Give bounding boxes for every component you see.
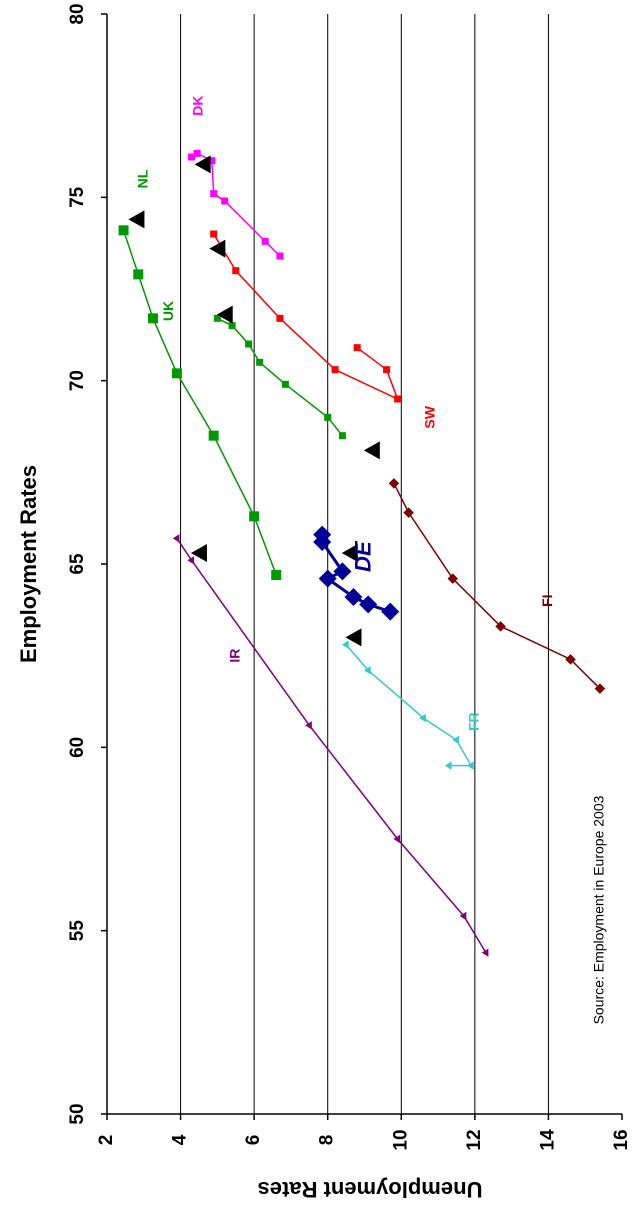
series-line-uk	[217, 317, 344, 437]
series-label-de: DE	[350, 540, 375, 572]
data-point-dk	[276, 252, 284, 260]
data-point-ir	[172, 534, 180, 543]
data-point-de	[333, 562, 352, 581]
data-point-uk	[213, 314, 221, 322]
highlight-marker	[216, 305, 233, 324]
data-point-fi	[403, 507, 414, 518]
data-point-de	[313, 525, 332, 544]
data-point-sw	[232, 267, 240, 275]
data-point-ir	[481, 948, 489, 957]
data-point-uk	[338, 432, 346, 440]
employment-tick-label: 70	[67, 370, 88, 391]
data-point-sw	[394, 395, 402, 403]
highlight-marker	[345, 628, 362, 647]
data-point-dk	[208, 157, 216, 165]
series-line-nl	[122, 230, 277, 576]
employment-axis-title: Employment Rates	[16, 465, 41, 663]
data-point-de	[344, 588, 363, 606]
source-note: Source: Employment in Europe 2003	[591, 795, 607, 1024]
data-point-uk	[245, 340, 253, 348]
data-point-fi	[447, 573, 459, 584]
data-point-dk	[188, 153, 196, 161]
data-point-sw	[210, 230, 218, 238]
data-point-de	[359, 595, 378, 614]
labels-layer: Source: Employment in Europe 2003 DK NL UK S…	[134, 96, 606, 1025]
series-label-nl: NL	[134, 169, 150, 188]
unemployment-tick-label: 8	[317, 1135, 338, 1146]
series-label-dk: DK	[190, 96, 206, 116]
data-point-fi	[594, 683, 606, 694]
data-point-uk	[256, 358, 264, 366]
data-point-ir	[187, 556, 195, 565]
data-point-nl	[208, 430, 219, 441]
data-point-fr	[444, 761, 452, 770]
unemployment-tick-label: 4	[170, 1134, 191, 1145]
highlight-marker	[341, 544, 358, 562]
data-point-sw	[331, 366, 339, 374]
data-point-uk	[281, 380, 289, 388]
unemployment-tick-label: 16	[611, 1129, 632, 1150]
unemployment-tick-label: 14	[537, 1129, 558, 1151]
unemployment-axis-title: Unemployment Rates	[258, 1177, 483, 1202]
series-label-sw: SW	[421, 405, 437, 428]
data-point-dk	[210, 190, 218, 198]
data-point-fr	[363, 666, 371, 675]
data-point-nl	[249, 511, 260, 522]
data-point-nl	[133, 269, 144, 280]
highlight-marker	[190, 544, 207, 562]
highlight-marker	[194, 155, 211, 174]
data-point-de	[381, 602, 400, 621]
data-point-dk	[193, 149, 201, 157]
employment-tick-label: 80	[67, 3, 88, 24]
series-label-ir: IR	[226, 649, 242, 663]
data-point-nl	[147, 313, 158, 324]
data-point-nl	[271, 570, 282, 580]
unemployment-tick-label: 6	[243, 1135, 264, 1146]
series-layer	[118, 149, 606, 957]
series-label-fr: FR	[466, 712, 482, 731]
highlight-marker	[209, 239, 226, 258]
series-line-ir	[176, 537, 487, 954]
data-point-ir	[305, 721, 312, 730]
series-line-fi	[393, 482, 601, 690]
highlight-marker	[128, 210, 145, 229]
series-line-fr	[345, 644, 473, 767]
unemployment-tick-label: 12	[464, 1129, 485, 1150]
data-point-ir	[393, 834, 401, 844]
data-point-dk	[261, 237, 269, 245]
data-point-dk	[221, 197, 229, 205]
unemployment-tick-label: 10	[390, 1129, 411, 1150]
data-point-uk	[324, 413, 332, 421]
highlight-marker	[363, 441, 380, 460]
data-point-uk	[228, 322, 236, 330]
series-line-sw	[213, 233, 399, 401]
data-point-fr	[466, 761, 474, 770]
data-point-ir	[459, 911, 467, 921]
employment-tick-label: 60	[67, 737, 88, 758]
series-label-fi: FI	[539, 594, 555, 606]
employment-tick-label: 75	[67, 186, 88, 208]
grid-layer	[180, 14, 549, 1114]
data-point-de	[318, 569, 337, 588]
data-point-nl	[118, 225, 129, 236]
data-point-sw	[353, 344, 361, 352]
employment-tick-label: 55	[67, 920, 88, 942]
axes-layer: 50 55 60 65 70 75 80 2 4 6 8 10 12 14 16 Employment Rat…	[16, 3, 632, 1202]
employment-tick-label: 50	[67, 1103, 88, 1124]
data-point-sw	[383, 366, 391, 374]
data-point-fr	[341, 640, 349, 649]
data-point-fi	[388, 478, 400, 489]
data-point-sw	[276, 314, 284, 322]
data-point-fr	[452, 735, 459, 745]
unemployment-tick-label: 2	[96, 1135, 117, 1146]
data-point-nl	[171, 368, 182, 379]
highlight-layer	[128, 155, 380, 647]
data-point-fi	[565, 654, 576, 665]
employment-tick-label: 65	[67, 553, 88, 575]
series-label-uk: UK	[160, 301, 176, 321]
data-point-fr	[419, 713, 426, 723]
data-point-fi	[495, 621, 506, 632]
